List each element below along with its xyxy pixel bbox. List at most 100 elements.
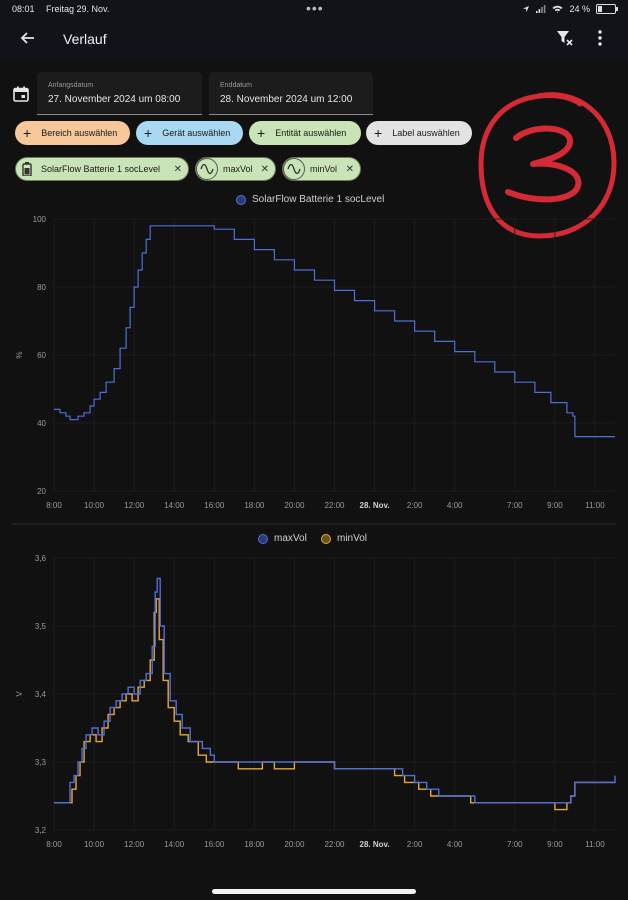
legend-label: minVol	[337, 533, 368, 544]
more-vert-icon[interactable]	[592, 29, 608, 47]
select-label-chip[interactable]: + Label auswählen	[366, 121, 472, 145]
x-tick-label: 11:00	[585, 501, 605, 510]
y-tick-label: 3,5	[35, 622, 47, 631]
x-tick-label: 10:00	[84, 840, 105, 849]
start-date-value: 27. November 2024 um 08:00	[48, 94, 181, 105]
select-device-label: Gerät auswählen	[162, 128, 231, 138]
wifi-icon	[552, 5, 563, 13]
legend-swatch	[321, 533, 331, 544]
x-tick-label: 8:00	[46, 501, 62, 510]
status-date: Freitag 29. Nov.	[46, 4, 110, 14]
battery-icon	[16, 158, 38, 180]
status-right: 24 %	[522, 4, 618, 14]
x-tick-label: 28. Nov.	[360, 501, 390, 510]
x-tick-label: 18:00	[244, 840, 265, 849]
y-tick-label: 20	[37, 487, 46, 496]
page-title: Verlauf	[63, 31, 107, 47]
x-tick-label: 10:00	[84, 501, 105, 510]
plus-icon: +	[144, 125, 153, 141]
x-tick-label: 7:00	[507, 501, 523, 510]
entity-chip-minvol[interactable]: minVol ✕	[282, 157, 361, 181]
x-tick-label: 2:00	[407, 840, 423, 849]
sine-wave-icon	[283, 158, 305, 180]
battery-percent: 24 %	[569, 4, 590, 14]
plus-icon: +	[374, 125, 383, 141]
x-tick-label: 9:00	[547, 501, 563, 510]
legend-minvol[interactable]: minVol	[321, 533, 367, 544]
x-tick-label: 12:00	[124, 840, 145, 849]
y-tick-label: 80	[37, 283, 46, 292]
entity-chip-soclevel[interactable]: SolarFlow Batterie 1 socLevel ✕	[15, 157, 189, 181]
x-tick-label: 18:00	[244, 501, 265, 510]
y-tick-label: 40	[37, 419, 46, 428]
start-date-label: Anfangsdatum	[48, 82, 94, 89]
location-icon	[523, 6, 530, 12]
series-line-SolarFlow Batterie 1 socLevel	[54, 225, 615, 438]
x-tick-label: 4:00	[447, 840, 463, 849]
battery-icon	[596, 4, 618, 14]
calendar-icon[interactable]	[13, 86, 29, 102]
signal-icon	[536, 5, 546, 13]
sine-wave-icon	[196, 158, 218, 180]
entity-chip-label: SolarFlow Batterie 1 socLevel	[41, 164, 161, 174]
select-area-label: Bereich auswählen	[41, 128, 118, 138]
select-entity-label: Entität auswählen	[275, 128, 347, 138]
x-tick-label: 4:00	[447, 501, 463, 510]
filter-clear-icon[interactable]	[556, 29, 574, 47]
end-date-label: Enddatum	[220, 82, 252, 89]
y-axis-label: V	[15, 691, 24, 697]
y-tick-label: 3,4	[35, 690, 47, 699]
select-device-chip[interactable]: + Gerät auswählen	[136, 121, 243, 145]
x-tick-label: 22:00	[324, 501, 345, 510]
x-tick-label: 14:00	[164, 840, 185, 849]
x-tick-label: 20:00	[284, 840, 305, 849]
legend-label: maxVol	[274, 533, 307, 544]
remove-icon[interactable]: ✕	[260, 163, 269, 175]
x-tick-label: 9:00	[547, 840, 563, 849]
select-label-label: Label auswählen	[392, 128, 460, 138]
select-area-chip[interactable]: + Bereich auswählen	[15, 121, 130, 145]
status-time: 08:01	[12, 4, 35, 14]
x-tick-label: 2:00	[407, 501, 423, 510]
x-tick-label: 7:00	[507, 840, 523, 849]
y-tick-label: 100	[33, 215, 47, 224]
legend-swatch	[258, 533, 268, 544]
legend-soclevel[interactable]: SolarFlow Batterie 1 socLevel	[236, 194, 384, 205]
x-tick-label: 16:00	[204, 501, 225, 510]
x-tick-label: 22:00	[324, 840, 345, 849]
select-entity-chip[interactable]: + Entität auswählen	[249, 121, 361, 145]
plus-icon: +	[23, 125, 32, 141]
multitask-dots-icon[interactable]: •••	[306, 0, 324, 16]
entity-chip-label: maxVol	[223, 164, 253, 174]
plus-icon: +	[257, 125, 266, 141]
y-tick-label: 60	[37, 351, 46, 360]
x-tick-label: 16:00	[204, 840, 225, 849]
entity-chip-maxvol[interactable]: maxVol ✕	[195, 157, 276, 181]
x-tick-label: 8:00	[46, 840, 62, 849]
handwritten-3-annotation	[478, 92, 617, 239]
y-axis-label: %	[15, 351, 24, 358]
legend-label: SolarFlow Batterie 1 socLevel	[252, 194, 385, 205]
home-indicator[interactable]	[212, 889, 416, 894]
x-tick-label: 12:00	[124, 501, 145, 510]
legend-maxvol[interactable]: maxVol	[258, 533, 307, 544]
history-charts[interactable]: 20 40 60 80 100% 8:00 10:00 12:00 14:00 16:00 18:0…	[0, 0, 628, 880]
end-date-field[interactable]: Enddatum 28. November 2024 um 12:00	[209, 72, 373, 115]
x-tick-label: 11:00	[585, 840, 605, 849]
entity-chip-label: minVol	[310, 164, 338, 174]
end-date-value: 28. November 2024 um 12:00	[220, 94, 353, 105]
y-tick-label: 3,2	[35, 826, 47, 835]
remove-icon[interactable]: ✕	[345, 163, 354, 175]
back-arrow-icon[interactable]	[18, 28, 38, 48]
x-tick-label: 28. Nov.	[360, 840, 390, 849]
y-tick-label: 3,3	[35, 758, 47, 767]
series-line-maxVol	[54, 577, 616, 804]
remove-icon[interactable]: ✕	[173, 163, 182, 175]
app-bar: Verlauf	[0, 18, 628, 60]
y-tick-label: 3,6	[35, 554, 47, 563]
status-bar: 08:01 Freitag 29. Nov. ••• 24 %	[0, 0, 628, 18]
x-tick-label: 14:00	[164, 501, 185, 510]
x-tick-label: 20:00	[284, 501, 305, 510]
legend-swatch	[236, 194, 246, 205]
start-date-field[interactable]: Anfangsdatum 27. November 2024 um 08:00	[37, 72, 202, 115]
